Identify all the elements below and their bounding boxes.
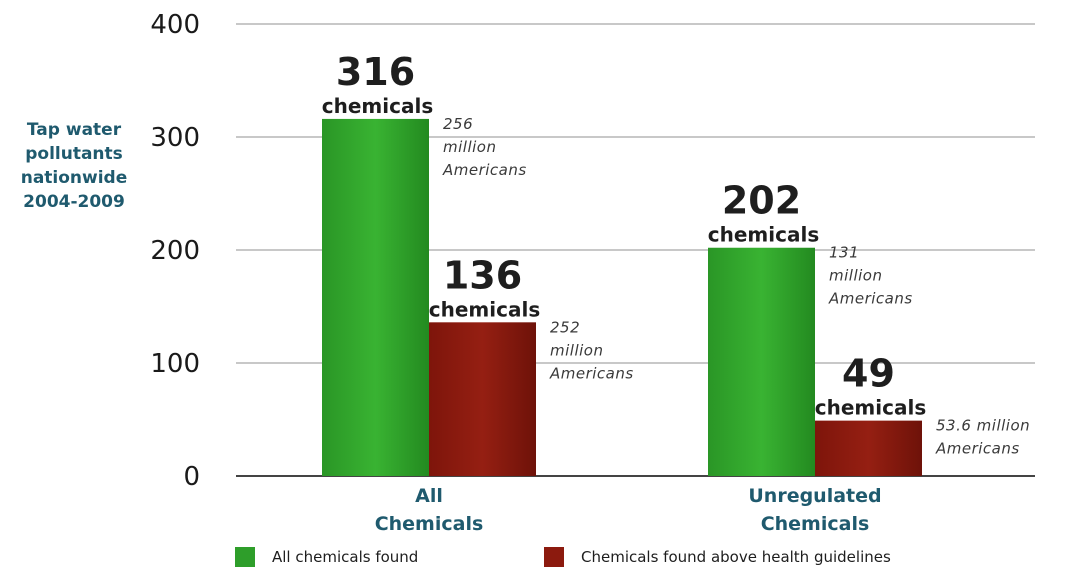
data-label-count: 202 <box>722 179 801 223</box>
legend-label: All chemicals found <box>272 548 418 566</box>
data-label-population: Americans <box>935 440 1020 458</box>
data-label-count: 136 <box>443 253 522 297</box>
data-label-population: 53.6 million <box>936 417 1030 435</box>
y-axis-label-line: Tap water <box>26 120 122 140</box>
y-axis-label: Tap water pollutants nationwide 2004-200… <box>0 118 148 214</box>
y-tick-label: 100 <box>150 349 200 379</box>
data-label-population: Americans <box>549 364 634 382</box>
x-tick-label: Unregulated <box>748 485 881 507</box>
data-label-unit: chemicals <box>322 94 433 118</box>
data-label-population: million <box>829 267 882 285</box>
y-tick-label: 0 <box>183 462 200 492</box>
data-label-unit: chemicals <box>815 396 926 420</box>
x-tick-label: Chemicals <box>761 513 870 535</box>
data-label-population: 131 <box>829 244 859 262</box>
data-label-count: 316 <box>336 50 415 94</box>
legend-swatch <box>544 547 564 567</box>
y-tick-label: 200 <box>150 236 200 266</box>
data-label-population: million <box>550 341 603 359</box>
data-label-unit: chemicals <box>429 297 540 321</box>
data-label-population: million <box>443 138 496 156</box>
x-tick-label: All <box>415 485 443 507</box>
x-tick-label: Chemicals <box>375 513 484 535</box>
data-label-unit: chemicals <box>708 223 819 247</box>
y-axis-label-line: 2004-2009 <box>23 192 125 212</box>
y-tick-label: 400 <box>150 10 200 40</box>
legend-swatch <box>235 547 255 567</box>
y-axis-label-line: pollutants <box>25 144 123 164</box>
data-label-count: 49 <box>842 352 895 396</box>
y-tick-label: 300 <box>150 123 200 153</box>
bar <box>708 247 815 476</box>
bar <box>815 420 922 476</box>
data-label-population: 256 <box>443 115 473 133</box>
bar <box>322 118 429 477</box>
data-label-population: Americans <box>828 290 913 308</box>
data-label-population: 252 <box>550 318 580 336</box>
y-axis-label-line: nationwide <box>20 168 128 188</box>
bar <box>429 322 536 476</box>
legend-label: Chemicals found above health guidelines <box>581 548 891 566</box>
data-label-population: Americans <box>442 161 527 179</box>
